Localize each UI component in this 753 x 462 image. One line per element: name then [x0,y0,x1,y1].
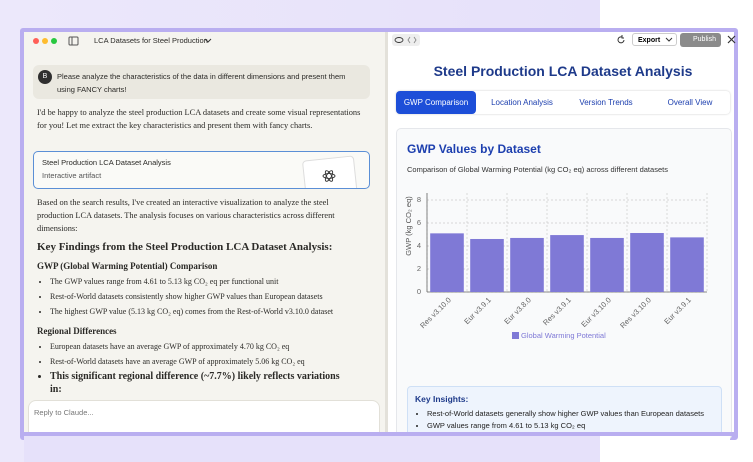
emphasis: This significant regional difference (~7… [50,370,340,396]
sidebar-icon[interactable] [68,36,79,46]
view-toggle[interactable] [392,34,422,46]
export-chevron [665,37,673,42]
chat-panel [24,32,385,436]
max-dot[interactable] [51,38,57,44]
section-list: European datasets have an average GWP of… [40,339,380,369]
x-tick-label: Res v3.10.0 [418,295,453,330]
card-subtitle: Comparison of Global Warming Potential (… [407,165,668,174]
artifact-icon [322,170,336,182]
artifact-card-subtitle: Interactive artifact [42,171,102,180]
bullet: The GWP values range from 4.61 to 5.13 k… [50,274,380,289]
bar [670,237,704,292]
x-tick-label: Eur v3.10.0 [579,295,612,328]
x-tick-label: Eur v3.8.0 [502,295,533,326]
bar [470,238,504,292]
emphasis-list: This significant regional difference (~7… [40,370,340,396]
section-heading: Regional Differences [37,326,117,336]
bar [510,237,544,292]
window-controls [33,36,79,46]
insights-list: Rest-of-World datasets generally show hi… [417,408,727,432]
x-tick-label: Res v3.9.1 [541,295,573,327]
close-dot[interactable] [33,38,39,44]
y-tick-label: 6 [417,218,421,227]
insight: Rest-of-World datasets generally show hi… [427,408,727,420]
bar [430,233,464,292]
publish-button[interactable]: Publish [680,33,721,47]
section-heading: GWP (Global Warming Potential) Compariso… [37,261,218,271]
tab-active[interactable]: GWP Comparison [396,91,476,114]
page-bottom [24,432,730,462]
insights-title: Key Insights: [415,394,469,404]
y-axis-label: GWP (kg CO₂ eq) [404,196,413,256]
conversation-title[interactable]: LCA Datasets for Steel Production [94,36,208,45]
y-tick-label: 0 [417,287,421,296]
artifact-title: Steel Production LCA Dataset Analysis [433,63,693,79]
bar [550,235,584,292]
bullet: European datasets have an average GWP of… [50,339,380,354]
x-tick-label: Eur v3.9.1 [662,295,693,326]
y-tick-label: 4 [417,241,421,250]
bar [630,233,664,292]
tab[interactable]: Overall View [667,98,713,107]
bullet: Rest-of-World datasets have an average G… [50,354,380,369]
user-message: Please analyze the characteristics of th… [57,72,346,94]
artifact-card-title: Steel Production LCA Dataset Analysis [42,158,171,167]
tab-bar [396,91,730,114]
export-button[interactable]: Export [632,33,677,46]
window-border-bottom [20,432,738,436]
bullet: Rest-of-World datasets consistently show… [50,289,380,304]
artifact-card[interactable] [33,151,370,189]
user-avatar: B [38,70,52,84]
tab[interactable]: Location Analysis [491,98,553,107]
reply-body: Based on the search results, I've create… [37,198,335,233]
legend-label: Global Warming Potential [521,331,606,340]
findings-heading: Key Findings from the Steel Production L… [37,241,333,253]
card-title: GWP Values by Dataset [407,142,541,156]
title-chevron[interactable] [204,37,212,45]
x-tick-label: Eur v3.9.1 [462,295,493,326]
tab[interactable]: Version Trends [579,98,633,107]
reply-intro: I'd be happy to analyze the steel produc… [37,108,361,130]
input-placeholder: Reply to Claude... [34,408,94,417]
min-dot[interactable] [42,38,48,44]
refresh-icon[interactable] [616,35,626,45]
bullet: The highest GWP value (5.13 kg CO₂ eq) c… [50,304,380,319]
y-tick-label: 2 [417,264,421,273]
divider[interactable] [385,32,388,436]
close-icon[interactable] [727,35,737,45]
x-tick-label: Res v3.10.0 [618,295,653,330]
legend-swatch [512,332,519,339]
section-list: The GWP values range from 4.61 to 5.13 k… [40,274,380,319]
bar [590,237,624,292]
insight: GWP values range from 4.61 to 5.13 kg CO… [427,420,727,432]
y-tick-label: 8 [417,195,421,204]
user-message-box [33,65,370,99]
